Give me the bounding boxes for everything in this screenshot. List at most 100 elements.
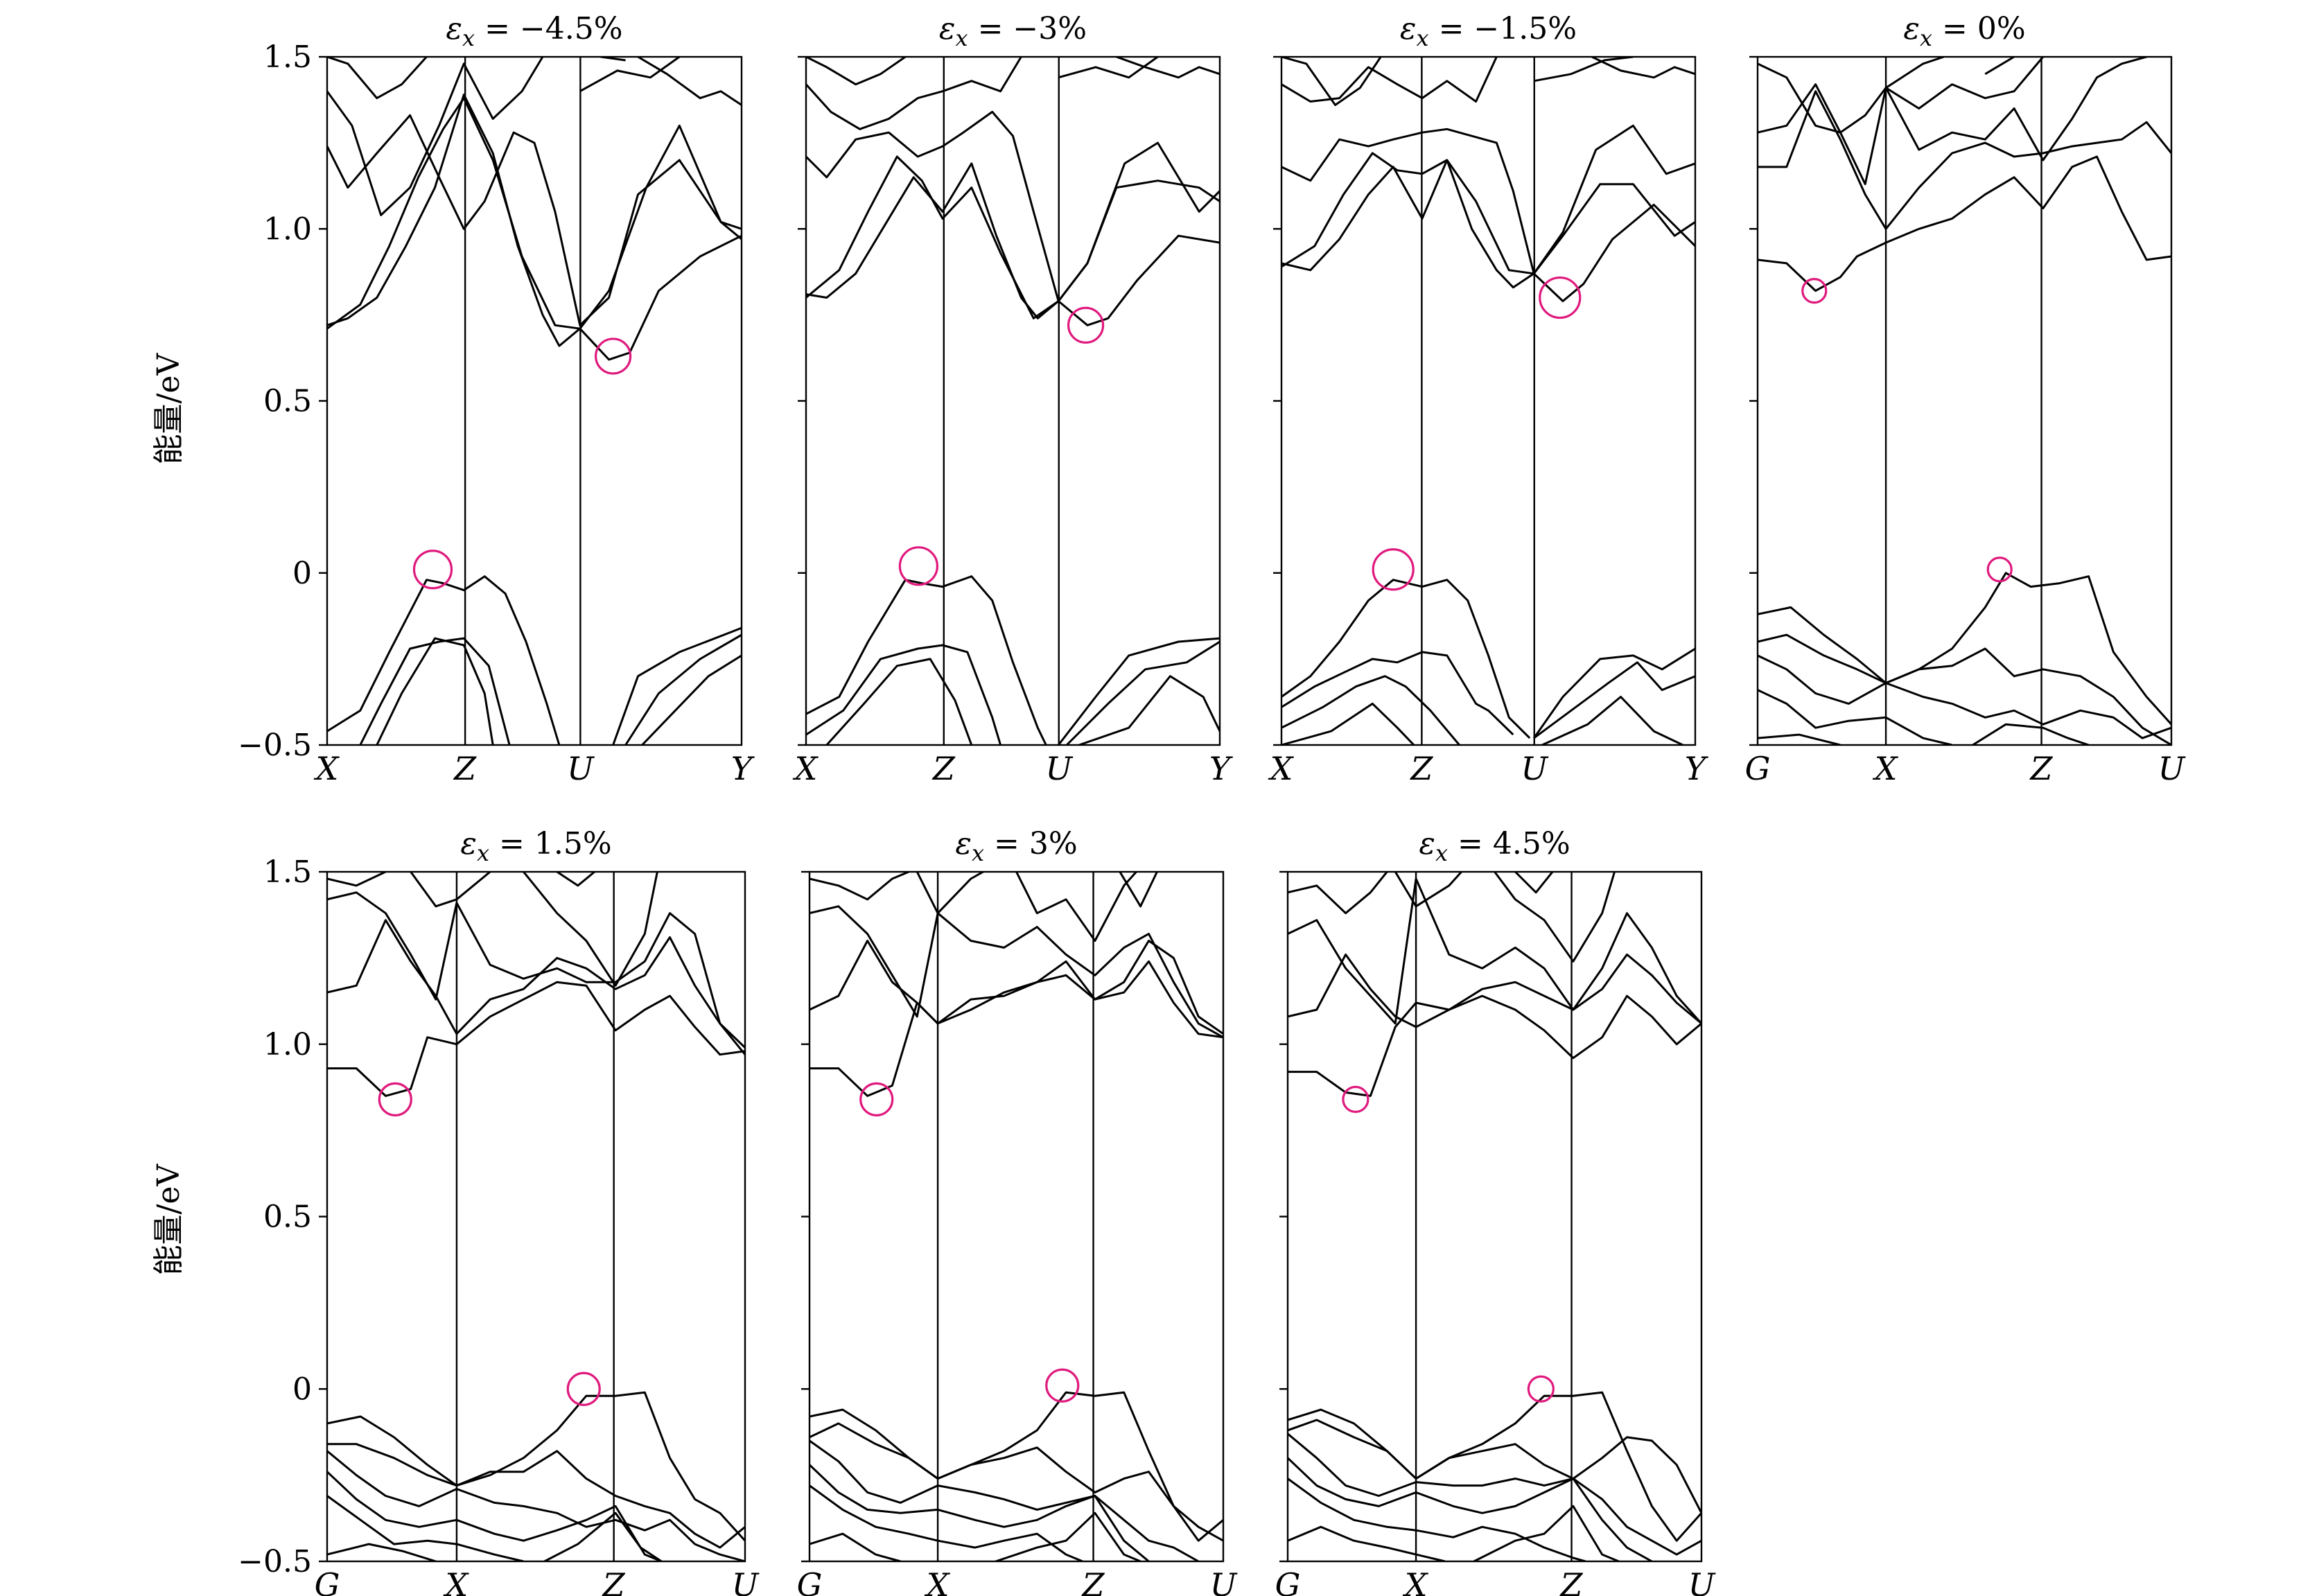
kpoint-label: Z bbox=[2029, 750, 2054, 787]
band-line-2 bbox=[359, 637, 511, 745]
band-line-6 bbox=[327, 1543, 437, 1561]
band-line-5 bbox=[1532, 647, 1695, 739]
marker-circle-b bbox=[1986, 556, 2013, 583]
kpoint-label: X bbox=[444, 1566, 470, 1596]
band-line-9 bbox=[806, 110, 1220, 302]
panel-4: G X Z Uεx = 0% bbox=[1745, 11, 2187, 787]
band-line-2 bbox=[1758, 633, 2171, 745]
band-line-5 bbox=[327, 1495, 524, 1561]
panel-title: εx = 1.5% bbox=[460, 826, 611, 866]
kpoint-label: G bbox=[797, 1566, 823, 1596]
band-line-7 bbox=[995, 1511, 1141, 1561]
kpoint-label: U bbox=[1688, 1566, 1717, 1596]
marker-circle-b bbox=[1527, 1375, 1555, 1403]
y-tick-label: 1.5 bbox=[263, 40, 312, 75]
band-line-8 bbox=[1288, 994, 1701, 1097]
kpoint-label: U bbox=[2158, 750, 2187, 787]
band-line-2 bbox=[806, 644, 1002, 745]
bands bbox=[1288, 872, 1701, 1561]
band-line-1 bbox=[806, 575, 1047, 745]
kpoint-label: U bbox=[567, 750, 595, 787]
band-line-4 bbox=[327, 1471, 662, 1561]
band-line-9 bbox=[1288, 953, 1701, 1028]
band-line-5 bbox=[1066, 640, 1220, 745]
panel-title: εx = −3% bbox=[939, 11, 1087, 51]
band-line-14 bbox=[556, 872, 595, 887]
y-tick-label: −0.5 bbox=[238, 728, 312, 763]
panel-1: 1.5 1.0 0.5 0 −0.5X Z U Yεx = −4.5% bbox=[238, 11, 755, 787]
kpoint-label: Z bbox=[602, 1566, 626, 1596]
panel-title: εx = 0% bbox=[1903, 11, 2025, 51]
bands bbox=[327, 872, 745, 1561]
y-tick-label: −0.5 bbox=[238, 1544, 312, 1579]
band-line-14 bbox=[600, 57, 626, 62]
band-line-6 bbox=[1288, 1525, 1446, 1561]
kpoint-label: U bbox=[1045, 750, 1074, 787]
y-tick-label: 0.5 bbox=[263, 384, 312, 419]
band-line-6 bbox=[1533, 661, 1695, 739]
band-line-13 bbox=[1015, 872, 1137, 942]
band-line-4 bbox=[612, 626, 742, 745]
band-line-2 bbox=[327, 1443, 745, 1549]
band-line-9 bbox=[327, 114, 742, 326]
band-line-8 bbox=[327, 97, 742, 330]
band-line-12 bbox=[410, 872, 491, 908]
kpoint-label: Z bbox=[1081, 1566, 1105, 1596]
kpoint-label: Z bbox=[1559, 1566, 1584, 1596]
band-line-3 bbox=[376, 637, 494, 745]
panel-title: εx = 3% bbox=[955, 826, 1077, 866]
panel-5: 1.5 1.0 0.5 0 −0.5G X Z Uεx = 1.5% bbox=[238, 826, 760, 1596]
band-line-1 bbox=[1281, 579, 1531, 739]
kpoint-label: Z bbox=[453, 750, 477, 787]
band-line-1 bbox=[810, 1391, 1223, 1542]
kpoint-label: G bbox=[1275, 1566, 1301, 1596]
marker-circle-a bbox=[1372, 548, 1415, 591]
y-tick-label: 0.5 bbox=[263, 1200, 312, 1235]
marker-circle-b bbox=[595, 337, 632, 375]
band-line-13 bbox=[523, 872, 658, 987]
band-line-6 bbox=[1972, 723, 2090, 745]
band-line-11 bbox=[1281, 57, 1498, 103]
band-line-2 bbox=[810, 1422, 1223, 1542]
plot-frame bbox=[1280, 55, 1697, 746]
band-line-2 bbox=[1281, 651, 1514, 736]
bands bbox=[810, 872, 1223, 1561]
kpoint-label: Z bbox=[1409, 750, 1433, 787]
band-line-8 bbox=[810, 960, 1223, 1097]
y-tick-label: 1.0 bbox=[263, 211, 312, 247]
band-line-11 bbox=[810, 872, 909, 901]
band-line-1 bbox=[327, 575, 561, 745]
band-line-11 bbox=[806, 57, 907, 86]
band-line-3 bbox=[810, 1439, 1199, 1561]
bands bbox=[806, 57, 1220, 745]
band-line-5 bbox=[810, 1484, 1083, 1561]
panel-title: εx = −4.5% bbox=[446, 11, 622, 51]
band-line-10 bbox=[806, 57, 1022, 130]
band-line-5 bbox=[624, 633, 742, 745]
band-line-7 bbox=[327, 94, 742, 361]
kpoint-label: U bbox=[1210, 1566, 1239, 1596]
band-line-10 bbox=[1281, 124, 1695, 275]
band-line-3 bbox=[1758, 654, 2171, 739]
band-line-2 bbox=[1288, 1419, 1701, 1514]
panel-title: εx = 4.5% bbox=[1419, 826, 1570, 866]
band-line-3 bbox=[1281, 675, 1460, 745]
band-line-12 bbox=[1394, 872, 1462, 908]
band-line-4 bbox=[1281, 702, 1415, 745]
band-line-9 bbox=[810, 940, 1223, 1035]
band-line-7 bbox=[543, 1511, 663, 1561]
band-line-4 bbox=[1758, 689, 1952, 745]
panel-6: G X Z Uεx = 3% bbox=[797, 826, 1239, 1596]
band-line-13 bbox=[1494, 872, 1616, 963]
band-line-11 bbox=[1885, 57, 1945, 89]
band-line-11 bbox=[327, 57, 428, 100]
bands bbox=[1758, 57, 2171, 745]
band-line-4 bbox=[810, 1464, 1150, 1561]
band-line-11 bbox=[1288, 872, 1388, 915]
kpoint-label: U bbox=[1521, 750, 1549, 787]
y-tick-label: 0 bbox=[292, 1371, 312, 1407]
band-line-4 bbox=[1288, 1457, 1653, 1561]
band-line-14 bbox=[1119, 872, 1158, 908]
marker-circle-a bbox=[412, 550, 453, 590]
